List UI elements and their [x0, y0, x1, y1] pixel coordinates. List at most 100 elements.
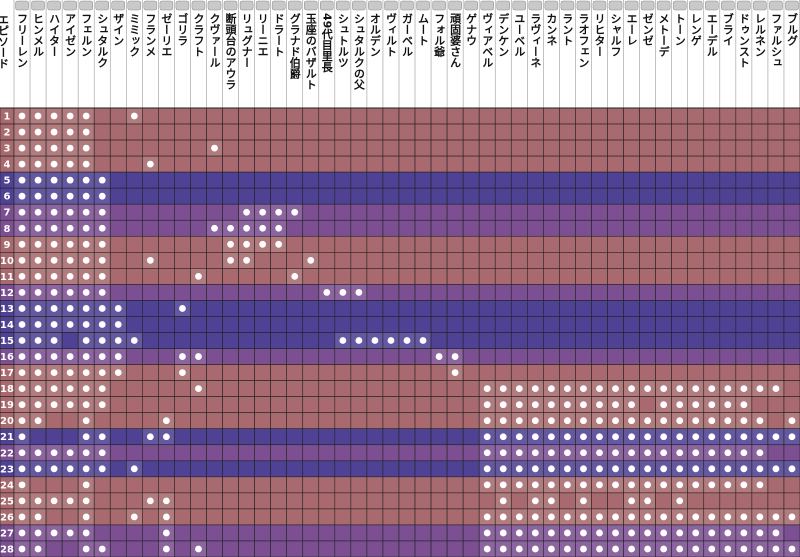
appearance-dot: [34, 337, 42, 344]
grid-cell: [462, 107, 480, 125]
grid-cell: [174, 235, 191, 253]
grid-cell: [254, 364, 271, 381]
grid-cell: [142, 219, 159, 237]
grid-cell: [398, 284, 416, 301]
grid-cell: [190, 107, 207, 125]
grid-cell: [783, 203, 800, 221]
grid-cell: [142, 123, 159, 141]
grid-cell: [398, 187, 416, 205]
grid-cell: [109, 524, 127, 542]
grid-cell: [446, 460, 464, 478]
grid-cell: [302, 476, 320, 494]
appearance-dot: [34, 353, 42, 360]
appearance-dot: [515, 465, 523, 473]
appearance-dot: [66, 112, 74, 120]
grid-cell: [719, 348, 737, 365]
grid-cell: [703, 187, 721, 205]
appearance-dot: [708, 545, 716, 553]
grid-cell: [478, 348, 496, 365]
grid-cell: [735, 284, 753, 301]
grid-cell: [190, 235, 207, 253]
appearance-dot: [162, 497, 170, 505]
grid-cell: [302, 540, 320, 557]
appearance-dot: [644, 481, 652, 489]
grid-cell: [559, 300, 576, 317]
appearance-dot: [644, 385, 652, 393]
appearance-dot: [531, 433, 539, 441]
appearance-dot: [676, 465, 684, 473]
grid-cell: [414, 540, 432, 557]
appearance-dot: [50, 128, 58, 136]
grid-cell: [334, 203, 352, 221]
grid-cell: [462, 444, 480, 462]
appearance-dot: [515, 417, 523, 425]
grid-cell: [238, 540, 255, 557]
appearance-dot: [114, 353, 122, 360]
grid-cell: [206, 492, 223, 510]
grid-cell: [174, 284, 191, 301]
avatar: [512, 0, 527, 11]
grid-cell: [142, 284, 159, 301]
appearance-dot: [676, 385, 684, 393]
grid-cell: [350, 444, 368, 462]
appearance-dot: [692, 433, 700, 441]
grid-cell: [494, 364, 512, 381]
grid-cell: [494, 107, 512, 125]
appearance-dot: [708, 401, 716, 409]
grid-cell: [751, 187, 769, 205]
appearance-dot: [162, 513, 170, 521]
grid-cell: [591, 268, 608, 285]
appearance-dot: [259, 240, 267, 248]
grid-cell: [318, 540, 336, 557]
grid-cell: [623, 268, 640, 285]
appearance-dot: [580, 545, 587, 553]
grid-cell: [430, 219, 448, 237]
appearance-dot: [34, 449, 42, 457]
grid-cell: [334, 187, 352, 205]
grid-cell: [478, 123, 496, 141]
avatar: [496, 0, 511, 11]
grid-cell: [751, 219, 769, 237]
grid-cell: [270, 155, 287, 173]
grid-cell: [510, 348, 528, 365]
grid-cell: [783, 252, 800, 269]
grid-cell: [559, 284, 576, 301]
appearance-dot: [547, 417, 555, 425]
grid-cell: [559, 268, 576, 285]
appearance-dot: [580, 433, 587, 441]
grid-cell: [350, 252, 368, 269]
character-label: 49代目里長: [320, 13, 334, 73]
appearance-dot: [788, 465, 796, 473]
grid-cell: [414, 396, 432, 413]
grid-cell: [158, 476, 175, 494]
grid-cell: [158, 444, 175, 462]
grid-cell: [254, 428, 271, 446]
grid-cell: [222, 139, 239, 157]
grid-cell: [462, 284, 480, 301]
grid-cell: [254, 268, 271, 285]
grid-cell: [575, 107, 592, 125]
grid-cell: [158, 332, 175, 349]
grid-cell: [623, 364, 640, 381]
avatar: [672, 0, 687, 11]
grid-cell: [350, 492, 368, 510]
avatar: [127, 0, 142, 11]
grid-cell: [527, 219, 544, 237]
grid-cell: [238, 460, 255, 478]
grid-cell: [382, 252, 400, 269]
avatar: [480, 0, 494, 11]
avatar: [721, 0, 735, 11]
grid-cell: [494, 139, 512, 157]
grid-cell: [286, 364, 304, 381]
character-label: 頑固婆さん: [449, 13, 463, 68]
avatar: [448, 0, 462, 11]
grid-cell: [494, 348, 512, 365]
appearance-dot: [660, 513, 668, 521]
avatar: [31, 0, 45, 11]
grid-cell: [93, 123, 111, 141]
grid-cell: [543, 268, 560, 285]
grid-cell: [286, 412, 304, 430]
grid-cell: [719, 332, 737, 349]
grid-cell: [109, 252, 127, 269]
grid-cell: [703, 252, 721, 269]
